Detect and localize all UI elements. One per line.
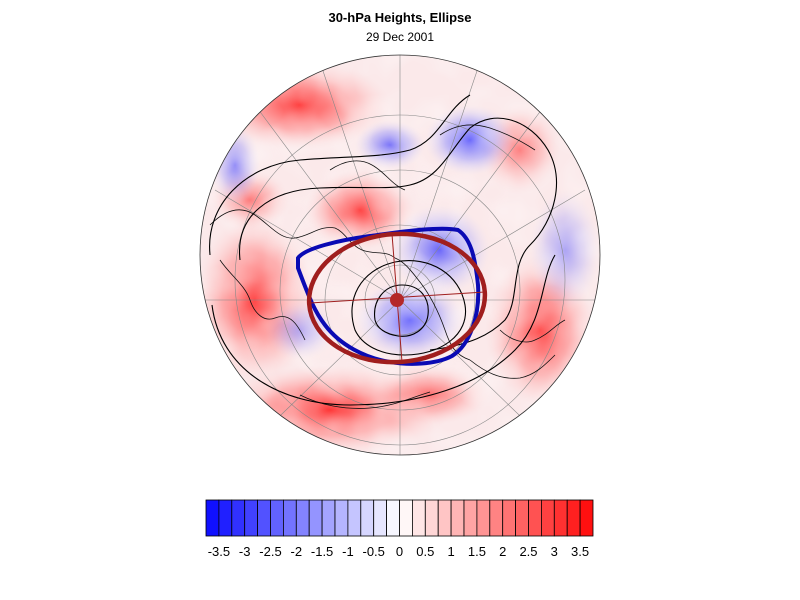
colorbar-box (541, 499, 555, 537)
colorbar-box (231, 499, 246, 537)
colorbar-box (321, 499, 336, 537)
map-title: 30-hPa Heights, Ellipse (328, 10, 472, 25)
colorbar-tick-label: -1 (342, 544, 354, 559)
colorbar-tick-label: 0.5 (416, 544, 434, 559)
colorbar-box (528, 499, 542, 537)
colorbar-box (347, 499, 362, 537)
colorbar-tick-labels: -3.5 -3 -2.5 -2 -1.5 -1 -0.5 0 0.5 1 1.5 2 2.5 3 3.5 (208, 544, 589, 559)
colorbar-box (411, 499, 426, 537)
colorbar-box (308, 499, 323, 537)
colorbar-boxes (205, 499, 594, 537)
colorbar-tick-label: -1.5 (311, 544, 333, 559)
colorbar-box (373, 499, 388, 537)
anomaly-field (200, 55, 600, 455)
colorbar-box (360, 499, 375, 537)
colorbar-tick-label: 1 (447, 544, 454, 559)
colorbar-box (282, 499, 297, 537)
colorbar-box (553, 499, 568, 537)
colorbar-box (502, 499, 517, 537)
colorbar-box (334, 499, 349, 537)
map-date: 29 Dec 2001 (365, 30, 435, 44)
colorbar-tick-label: 1.5 (468, 544, 486, 559)
colorbar-box (244, 499, 258, 537)
colorbar-tick-label: 3.5 (571, 544, 589, 559)
colorbar-tick-label: -2 (291, 544, 303, 559)
colorbar-tick-label: -3 (239, 544, 251, 559)
globe (199, 54, 601, 456)
colorbar-box (463, 499, 478, 537)
colorbar-tick-label: -2.5 (259, 544, 281, 559)
colorbar-box (295, 499, 310, 537)
colorbar-tick-label: 3 (551, 544, 558, 559)
colorbar-box (450, 499, 465, 537)
colorbar-box (205, 499, 220, 537)
colorbar-box (476, 499, 491, 537)
colorbar-box (579, 499, 594, 537)
colorbar: -3.5 -3 -2.5 -2 -1.5 -1 -0.5 0 0.5 1 1.5 2 2.5 3 3.5 (205, 499, 594, 559)
colorbar-box (218, 499, 233, 537)
colorbar-box (399, 499, 413, 537)
colorbar-box (270, 499, 284, 537)
colorbar-tick-label: -0.5 (362, 544, 384, 559)
colorbar-tick-label: -3.5 (208, 544, 230, 559)
colorbar-box (566, 499, 581, 537)
ellipse-center-marker (390, 293, 404, 307)
colorbar-tick-label: 2.5 (519, 544, 537, 559)
colorbar-box (386, 499, 400, 537)
colorbar-box (437, 499, 452, 537)
colorbar-box (257, 499, 271, 537)
height-contours (209, 94, 557, 406)
globe-outline (199, 54, 601, 456)
colorbar-tick-label: 2 (499, 544, 506, 559)
colorbar-box (489, 499, 504, 537)
coastlines (209, 124, 566, 409)
colorbar-box (424, 499, 439, 537)
colorbar-box (515, 499, 529, 537)
colorbar-tick-label: 0 (396, 544, 403, 559)
